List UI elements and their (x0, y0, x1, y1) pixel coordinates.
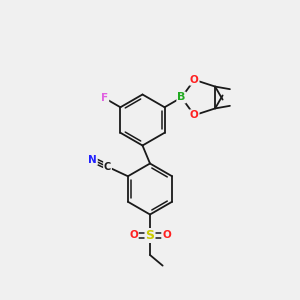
Text: N: N (88, 155, 97, 165)
Text: S: S (146, 229, 154, 242)
Text: O: O (190, 75, 199, 85)
Text: O: O (162, 230, 171, 241)
Text: C: C (104, 162, 111, 172)
Text: O: O (129, 230, 138, 241)
Text: O: O (190, 110, 199, 120)
Text: B: B (177, 92, 186, 103)
Text: F: F (101, 93, 108, 103)
